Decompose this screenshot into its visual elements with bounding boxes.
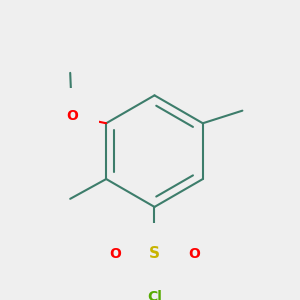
Text: O: O	[188, 247, 200, 261]
Text: S: S	[149, 246, 160, 261]
Text: O: O	[109, 247, 121, 261]
Text: Cl: Cl	[147, 290, 162, 300]
Text: O: O	[66, 109, 78, 123]
